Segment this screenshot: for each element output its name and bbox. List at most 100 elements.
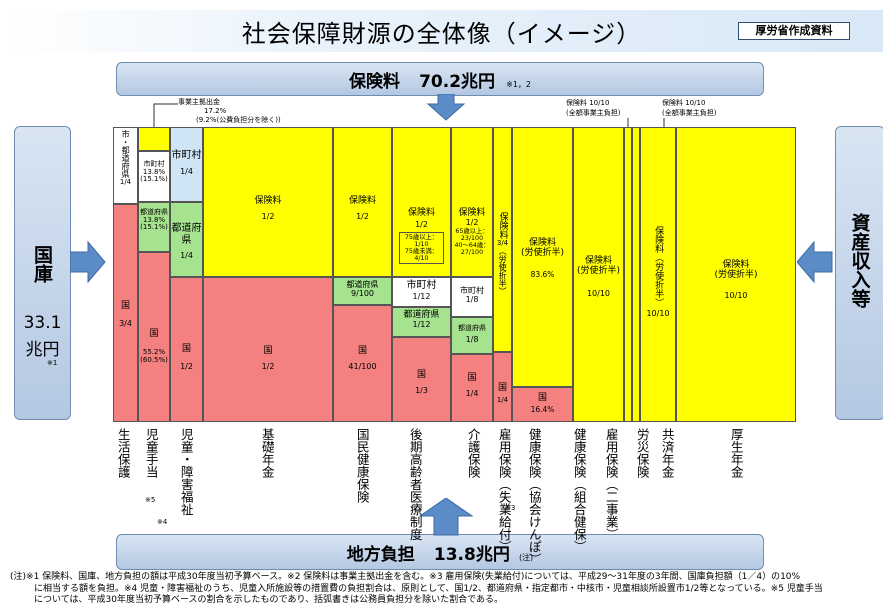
col-label-kousei: 厚生年金 — [728, 428, 744, 478]
emp-national-segment: 国 1/4 — [493, 352, 512, 422]
elder-pref-segment: 都道府県 1/12 — [392, 307, 451, 337]
child-national-segment: 国 55.2% (60.5%) — [138, 252, 170, 422]
kumiai-premium-frac: 10/10 — [586, 288, 611, 298]
col-label-kumiai: 健康保険（組合健保） — [571, 428, 587, 553]
child-city-pct2: (15.1%) — [140, 175, 168, 184]
elder-premium-segment: 保険料 1/2 75歳以上：1/10 75歳未満：4/10 — [392, 127, 451, 277]
col-label-elder: 後期高齢者医療制度 — [407, 428, 423, 541]
child-pref-segment: 都道府県 13.8% (15.1%) — [138, 202, 170, 252]
elder-national-label: 国 — [416, 370, 426, 380]
emp-premium-label: 保険料 — [497, 212, 508, 239]
elder-city-segment: 市町村 1/12 — [392, 277, 451, 307]
disability-city-frac: 1/4 — [180, 166, 193, 176]
child-pref-label: 都道府県 — [140, 208, 168, 216]
footnote: (注)※1 保険料、国庫、地方負担の額は平成30年度当初予算ベース。※2 保険料… — [10, 572, 880, 607]
disability-national-segment: 国 1/2 — [170, 277, 203, 422]
elder-premium-note1: 75歳以上：1/10 — [404, 233, 439, 248]
col-label-kyokai: 健康保険（協会けんぽ） — [526, 428, 542, 566]
nhi-premium-segment: 保険料 1/2 — [333, 127, 392, 277]
col-label-kyosai: 共済年金 — [659, 428, 675, 478]
care-pref-frac: 1/8 — [465, 335, 479, 345]
nhi-national-segment: 国 41/100 — [333, 305, 392, 422]
kyokai-premium-pct: 83.6% — [530, 269, 555, 279]
kumiai-premium-segment: 保険料 (労使折半) 10/10 — [573, 127, 624, 422]
child-city-label: 市町村 — [143, 160, 165, 168]
col-label-welfare: 生活保護 — [115, 428, 131, 478]
basic-pension-premium-frac: 1/2 — [261, 212, 275, 222]
emp-national-frac: 1/4 — [496, 396, 509, 405]
emp-premium-frac: 3/4 — [496, 239, 509, 247]
elder-national-segment: 国 1/3 — [392, 337, 451, 422]
basic-pension-premium-label: 保険料 — [254, 196, 282, 206]
premium-label: 保険料 — [348, 72, 400, 92]
premium-note: ※1，2 — [506, 80, 532, 89]
left-arrow-icon — [797, 240, 833, 284]
elder-national-frac: 1/3 — [415, 386, 428, 396]
care-pref-segment: 都道府県 1/8 — [451, 317, 493, 354]
disability-city-label: 市町村 — [171, 150, 202, 161]
care-premium-label: 保険料 — [458, 208, 486, 218]
kyokai-national-segment: 国 16.4% — [512, 387, 573, 422]
col-label-child-allowance: 児童手当 — [143, 428, 159, 478]
elder-premium-note2: 75歳未満：4/10 — [404, 248, 439, 263]
nhi-national-frac: 41/100 — [348, 362, 377, 372]
emp-national-label: 国 — [497, 383, 507, 393]
elder-premium-label: 保険料 — [407, 208, 435, 218]
col-label-workers-comp: 労災保険 — [634, 428, 650, 478]
kyokai-premium-share: (労使折半) — [520, 248, 565, 259]
child-allowance-employer-segment — [138, 127, 170, 151]
nhi-national-label: 国 — [357, 346, 367, 356]
nhi-pref-segment: 都道府県 9/100 — [333, 277, 392, 305]
up-arrow-icon — [418, 498, 474, 536]
emp-premium-segment: 保険料 3/4 （労使折半） — [493, 127, 512, 352]
annot-a-line2: (全額事業主負担) — [566, 109, 621, 117]
employer-contrib-note: (9.2%(公費負担分を除く)) — [196, 116, 281, 124]
col-note-disability: ※4 — [157, 518, 168, 526]
footnote-line2: に相当する額を負担。※4 児童・障害福祉のうち、児童入所施設等の措置費の負担割合… — [34, 583, 823, 594]
kousei-premium-share: (労使折半) — [714, 270, 758, 281]
author-badge: 厚労省作成資料 — [738, 22, 850, 40]
care-national-frac: 1/4 — [465, 389, 479, 399]
basic-pension-premium-segment: 保険料 1/2 — [203, 127, 333, 277]
disability-national-frac: 1/2 — [180, 362, 193, 372]
asset-income-bar: 資産収入等 — [835, 126, 883, 420]
kumiai-premium-label: 保険料 — [584, 256, 612, 266]
elder-pref-label: 都道府県 — [403, 310, 440, 320]
asset-income-label: 資産収入等 — [848, 213, 871, 308]
nhi-premium-label: 保険料 — [348, 196, 376, 206]
treasury-label: 国庫 — [31, 245, 53, 283]
kousei-premium-label: 保険料 — [722, 260, 750, 270]
nhi-pref-frac: 9/100 — [350, 289, 375, 299]
col-note-emp: ※3 — [505, 504, 516, 512]
welfare-national-segment: 国 3/4 — [113, 204, 138, 422]
kyokai-national-label: 国 — [537, 393, 547, 403]
emp-premium-share: （労使折半） — [498, 247, 508, 296]
care-premium-note1: 65歳以上： — [455, 227, 489, 235]
child-pref-pct2: (15.1%) — [140, 223, 168, 232]
child-national-pct2: (60.5%) — [140, 356, 168, 365]
col-label-basic-pension: 基礎年金 — [259, 428, 275, 478]
nhi-premium-frac: 1/2 — [356, 212, 369, 222]
title-bar — [0, 10, 883, 52]
care-national-label: 国 — [467, 373, 477, 383]
care-national-segment: 国 1/4 — [451, 354, 493, 422]
care-premium-note4: 27/100 — [460, 249, 484, 257]
kousei-premium-frac: 10/10 — [724, 290, 748, 300]
treasury-unit: 兆円 — [25, 340, 60, 360]
local-burden-label: 地方負担 — [346, 545, 415, 565]
welfare-local-label: 市・都道府県 — [121, 130, 131, 178]
col-label-disability: 児童・障害福祉 — [178, 428, 194, 516]
child-national-pct: 55.2% — [142, 348, 166, 357]
elder-city-label: 市町村 — [406, 280, 437, 291]
employer-contrib-label: 事業主拠出金 — [178, 98, 220, 106]
care-premium-note2: 23/100 — [460, 234, 484, 242]
child-national-label: 国 — [149, 329, 159, 339]
basic-pension-national-label: 国 — [263, 346, 273, 356]
disability-city-segment: 市町村 1/4 — [170, 127, 203, 202]
basic-pension-national-frac: 1/2 — [261, 362, 275, 372]
elder-city-frac: 1/12 — [412, 291, 431, 301]
disability-pref-frac: 1/4 — [180, 251, 193, 260]
col-label-emp-two: 雇用保険（二事業） — [603, 428, 619, 541]
disability-national-label: 国 — [181, 344, 191, 354]
elder-premium-frac: 1/2 — [415, 220, 428, 230]
